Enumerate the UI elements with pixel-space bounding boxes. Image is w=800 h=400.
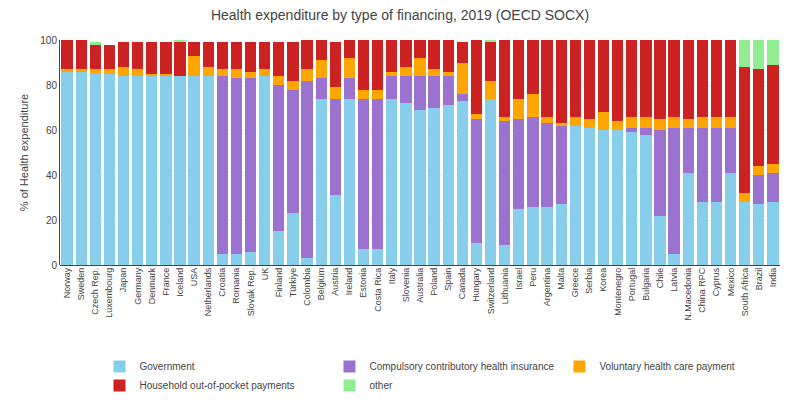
svg-text:Spain: Spain (443, 268, 453, 291)
svg-text:Brazil: Brazil (754, 268, 764, 291)
svg-text:Montenegro: Montenegro (613, 268, 623, 316)
svg-text:N.Macedonia: N.Macedonia (683, 268, 693, 321)
svg-text:Mexico: Mexico (726, 268, 736, 297)
svg-text:0: 0 (51, 260, 57, 271)
svg-text:Hungary: Hungary (471, 267, 481, 302)
svg-text:Peru: Peru (528, 268, 538, 287)
svg-text:Chile: Chile (655, 268, 665, 289)
svg-text:Portugal: Portugal (627, 268, 637, 302)
svg-text:% of Health expenditure: % of Health expenditure (18, 94, 30, 211)
svg-text:Slovenia: Slovenia (401, 268, 411, 303)
svg-text:Household out-of-pocket paymen: Household out-of-pocket payments (140, 380, 295, 391)
svg-text:Romania: Romania (231, 268, 241, 304)
svg-text:Finland: Finland (274, 268, 284, 298)
svg-text:Poland: Poland (429, 268, 439, 296)
svg-text:Voluntary health care payment: Voluntary health care payment (599, 361, 734, 372)
svg-text:Switzerland: Switzerland (486, 268, 496, 315)
svg-text:40: 40 (46, 170, 58, 181)
svg-text:Greece: Greece (570, 268, 580, 298)
svg-text:Luxembourg: Luxembourg (104, 268, 114, 318)
svg-text:Iceland: Iceland (175, 268, 185, 297)
svg-text:Austria: Austria (330, 268, 340, 296)
svg-text:Croatia: Croatia (217, 268, 227, 297)
svg-text:UK: UK (260, 268, 270, 281)
svg-text:Costa Rica: Costa Rica (373, 268, 383, 312)
svg-text:Latvia: Latvia (669, 268, 679, 292)
svg-text:Israel: Israel (514, 268, 524, 290)
svg-text:100: 100 (40, 35, 57, 46)
svg-text:Colombia: Colombia (302, 268, 312, 306)
svg-text:Slovak Rep.: Slovak Rep. (246, 268, 256, 317)
svg-text:60: 60 (46, 125, 58, 136)
svg-text:20: 20 (46, 215, 58, 226)
svg-text:Czech Rep.: Czech Rep. (90, 268, 100, 315)
svg-text:Germany: Germany (133, 267, 143, 305)
svg-text:Australia: Australia (415, 268, 425, 303)
svg-text:Health expenditure by type of: Health expenditure by type of financing,… (211, 7, 589, 23)
svg-text:Serbia: Serbia (584, 268, 594, 294)
svg-text:Japan: Japan (118, 268, 128, 293)
svg-text:Italy: Italy (387, 267, 397, 284)
svg-text:South Africa: South Africa (740, 268, 750, 317)
svg-text:Türkiye: Türkiye (288, 268, 298, 298)
svg-text:Norway: Norway (62, 267, 72, 298)
svg-text:Belgium: Belgium (316, 268, 326, 301)
svg-text:Bulgaria: Bulgaria (641, 268, 651, 301)
svg-text:Government: Government (140, 361, 195, 372)
svg-text:Compulsory contributory health: Compulsory contributory health insurance (369, 361, 554, 372)
svg-text:Ireland: Ireland (344, 268, 354, 296)
svg-text:Canada: Canada (457, 268, 467, 300)
svg-text:Malta: Malta (556, 268, 566, 290)
svg-text:France: France (161, 268, 171, 296)
svg-text:Lithuania: Lithuania (500, 268, 510, 305)
svg-text:Korea: Korea (598, 268, 608, 292)
svg-text:USA: USA (189, 268, 199, 287)
svg-text:China RPC: China RPC (697, 267, 707, 313)
svg-text:Sweden: Sweden (76, 268, 86, 301)
svg-text:80: 80 (46, 80, 58, 91)
svg-text:other: other (369, 380, 392, 391)
svg-text:Netherlands: Netherlands (203, 267, 213, 316)
svg-text:Estonia: Estonia (358, 268, 368, 298)
svg-text:Argentina: Argentina (542, 268, 552, 307)
svg-text:Cyprus: Cyprus (711, 267, 721, 296)
svg-text:Denmark: Denmark (147, 267, 157, 304)
svg-text:India: India (768, 268, 778, 288)
